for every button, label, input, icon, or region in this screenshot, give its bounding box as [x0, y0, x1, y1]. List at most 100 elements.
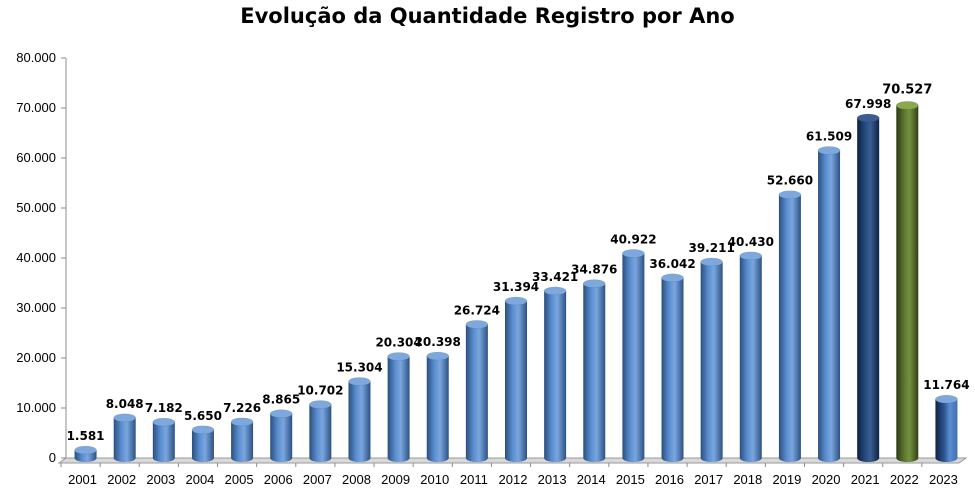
bar-2021	[856, 113, 880, 462]
bar-top	[700, 257, 723, 267]
bar-top	[348, 377, 371, 386]
x-tick-label-2009: 2009	[381, 472, 410, 487]
x-tick-label-2013: 2013	[538, 472, 567, 487]
bar-2022	[896, 101, 919, 463]
x-tick-label-2010: 2010	[420, 472, 449, 487]
bar-2018	[739, 251, 763, 462]
bar-top	[309, 400, 332, 409]
bar-body	[739, 255, 762, 462]
x-axis: 2001 2002 2003 2004 2005 2006 2007 2008 2009 2010…	[60, 463, 958, 487]
bar-2011	[465, 320, 489, 462]
bar-top	[778, 190, 802, 199]
data-label-2004: 5.650	[184, 409, 222, 423]
bar-top	[387, 352, 410, 361]
data-label-2016: 36.042	[649, 257, 695, 271]
bar-top	[739, 251, 763, 261]
x-tick-label-2005: 2005	[225, 472, 254, 487]
x-tick-label-2022: 2022	[890, 472, 919, 487]
bar-top	[856, 113, 880, 123]
bar-top	[152, 417, 176, 427]
bar-2008	[348, 377, 371, 462]
bar-body	[661, 277, 684, 462]
x-tick-label-2004: 2004	[185, 472, 214, 487]
y-tick-label: 50.000	[16, 200, 56, 215]
bar-top	[543, 286, 567, 296]
bar-body	[935, 399, 958, 462]
bar-body	[113, 417, 136, 462]
data-label-2022: 70.527	[882, 82, 932, 97]
bar-body	[270, 413, 293, 462]
data-label-2005: 7.226	[223, 401, 261, 415]
bar-2009	[387, 352, 410, 462]
bar-body	[309, 404, 332, 462]
y-tick-label: 10.000	[16, 400, 56, 415]
x-tick-label-2018: 2018	[733, 472, 762, 487]
x-tick-label-2001: 2001	[68, 472, 97, 487]
data-label-2012: 31.394	[493, 280, 539, 294]
bar-body	[544, 290, 567, 462]
bar-2002	[113, 413, 136, 462]
data-label-2006: 8.865	[262, 393, 300, 407]
data-label-2023: 11.764	[923, 378, 969, 392]
data-label-2013: 33.421	[532, 270, 578, 284]
data-label-2008: 15.304	[336, 360, 382, 374]
bar-top	[622, 249, 645, 258]
data-label-2007: 10.702	[297, 383, 343, 397]
data-label-2011: 26.724	[454, 303, 500, 317]
x-tick-label-2021: 2021	[851, 472, 880, 487]
bar-top	[426, 351, 449, 361]
y-tick-label: 30.000	[16, 300, 56, 315]
x-tick-label-2003: 2003	[146, 472, 175, 487]
bar-2019	[778, 190, 802, 462]
y-tick-label: 70.000	[16, 100, 56, 115]
bar-body	[818, 150, 841, 462]
data-label-2021: 67.998	[845, 97, 891, 111]
bar-top	[230, 417, 254, 427]
bar-2015	[622, 249, 645, 462]
data-label-2015: 40.922	[610, 232, 656, 246]
y-tick-label: 40.000	[16, 250, 56, 265]
x-tick-label-2012: 2012	[499, 472, 528, 487]
x-tick-label-2020: 2020	[812, 472, 841, 487]
bar-body	[465, 324, 488, 462]
bar-top	[935, 394, 958, 404]
bar-body	[505, 301, 527, 462]
bar-top	[191, 425, 215, 434]
bar-body	[152, 422, 175, 462]
y-tick-label: 80.000	[16, 50, 56, 65]
bar-body	[191, 429, 214, 462]
bars	[74, 101, 958, 463]
bar-2001	[74, 445, 97, 462]
bar-2004	[191, 425, 215, 462]
x-tick-label-2002: 2002	[107, 472, 136, 487]
y-tick-label: 20.000	[16, 350, 56, 365]
bar-body	[426, 356, 449, 462]
bar-2017	[700, 257, 723, 462]
bar-2016	[661, 273, 684, 462]
data-label-2014: 34.876	[571, 263, 617, 277]
bar-2013	[543, 286, 567, 462]
data-label-2001: 1.581	[67, 429, 105, 443]
x-tick-label-2017: 2017	[694, 472, 723, 487]
y-tick-label: 0	[49, 450, 56, 465]
bar-2023	[935, 394, 958, 462]
bar-top	[583, 279, 606, 288]
x-tick-label-2007: 2007	[303, 472, 332, 487]
bar-top	[113, 413, 136, 423]
bar-body	[231, 421, 254, 462]
data-label-2003: 7.182	[145, 401, 183, 415]
bar-body	[348, 381, 371, 462]
bar-body	[857, 118, 880, 462]
bar-top	[269, 409, 293, 418]
bar-top	[817, 146, 841, 155]
data-label-2009: 20.304	[375, 335, 421, 349]
data-label-2018: 40.430	[728, 235, 774, 249]
bar-body	[622, 253, 645, 462]
x-tick-label-2023: 2023	[929, 472, 958, 487]
bar-2012	[504, 296, 528, 462]
bar-top	[896, 101, 919, 110]
bar-2003	[152, 417, 176, 462]
bar-2006	[269, 409, 293, 462]
bar-body	[583, 283, 606, 462]
